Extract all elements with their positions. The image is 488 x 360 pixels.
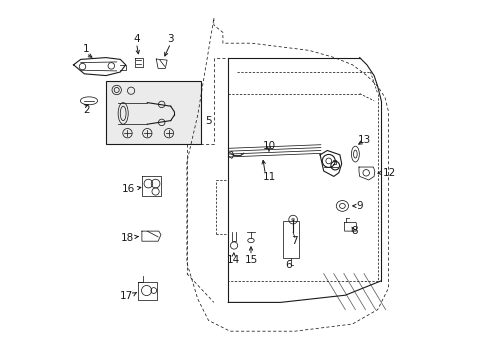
Circle shape [291,218,294,221]
Text: 5: 5 [205,116,212,126]
Text: 18: 18 [121,233,134,243]
Text: 8: 8 [350,226,357,236]
Text: 9: 9 [356,201,362,211]
Text: 13: 13 [357,135,370,145]
Text: 4: 4 [133,34,140,44]
Text: 6: 6 [285,260,291,270]
Text: 14: 14 [226,255,239,265]
Text: 16: 16 [122,184,135,194]
Text: 11: 11 [262,172,275,182]
Bar [283,221,298,258]
FancyBboxPatch shape [106,81,201,144]
Text: 10: 10 [262,141,275,151]
Text: 3: 3 [167,34,174,44]
Text: 17: 17 [120,291,133,301]
Text: 12: 12 [382,168,396,178]
Text: 15: 15 [244,255,257,265]
Text: 7: 7 [291,236,298,246]
Text: 2: 2 [82,105,89,115]
Text: 1: 1 [82,44,89,54]
